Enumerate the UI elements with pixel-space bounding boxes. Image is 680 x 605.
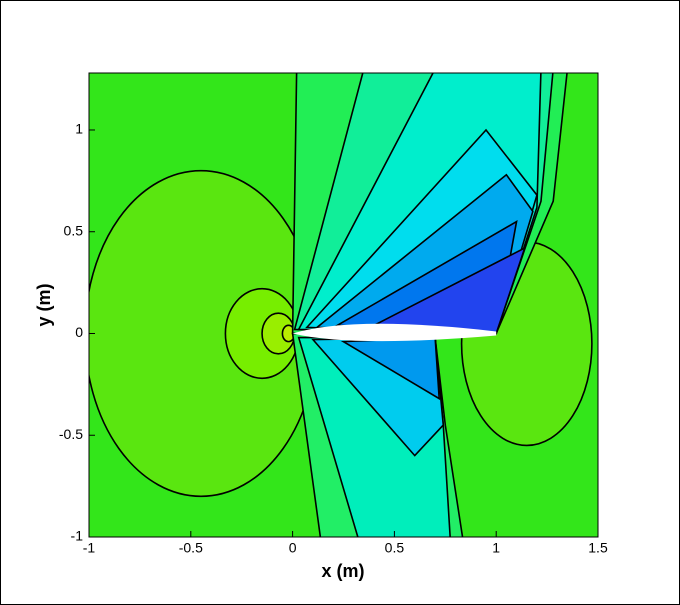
y-tick-label: 0.5 (64, 222, 84, 238)
x-tick-label: -1 (83, 540, 96, 556)
y-tick-label: 1 (75, 121, 83, 137)
x-tick-label: 0.5 (385, 540, 405, 556)
x-tick-label: 0 (289, 540, 297, 556)
airfoil (292, 323, 497, 342)
contour-field (89, 73, 598, 537)
y-axis-label: y (m) (34, 283, 54, 326)
x-axis-label: x (m) (321, 561, 364, 581)
y-tick-label: 0 (75, 324, 83, 340)
y-tick-label: -0.5 (59, 426, 83, 442)
x-tick-label: 1.5 (588, 540, 608, 556)
y-tick-label: -1 (71, 528, 84, 544)
x-tick-label: 1 (492, 540, 500, 556)
plot-border (88, 72, 599, 538)
x-tick-label: -0.5 (179, 540, 203, 556)
